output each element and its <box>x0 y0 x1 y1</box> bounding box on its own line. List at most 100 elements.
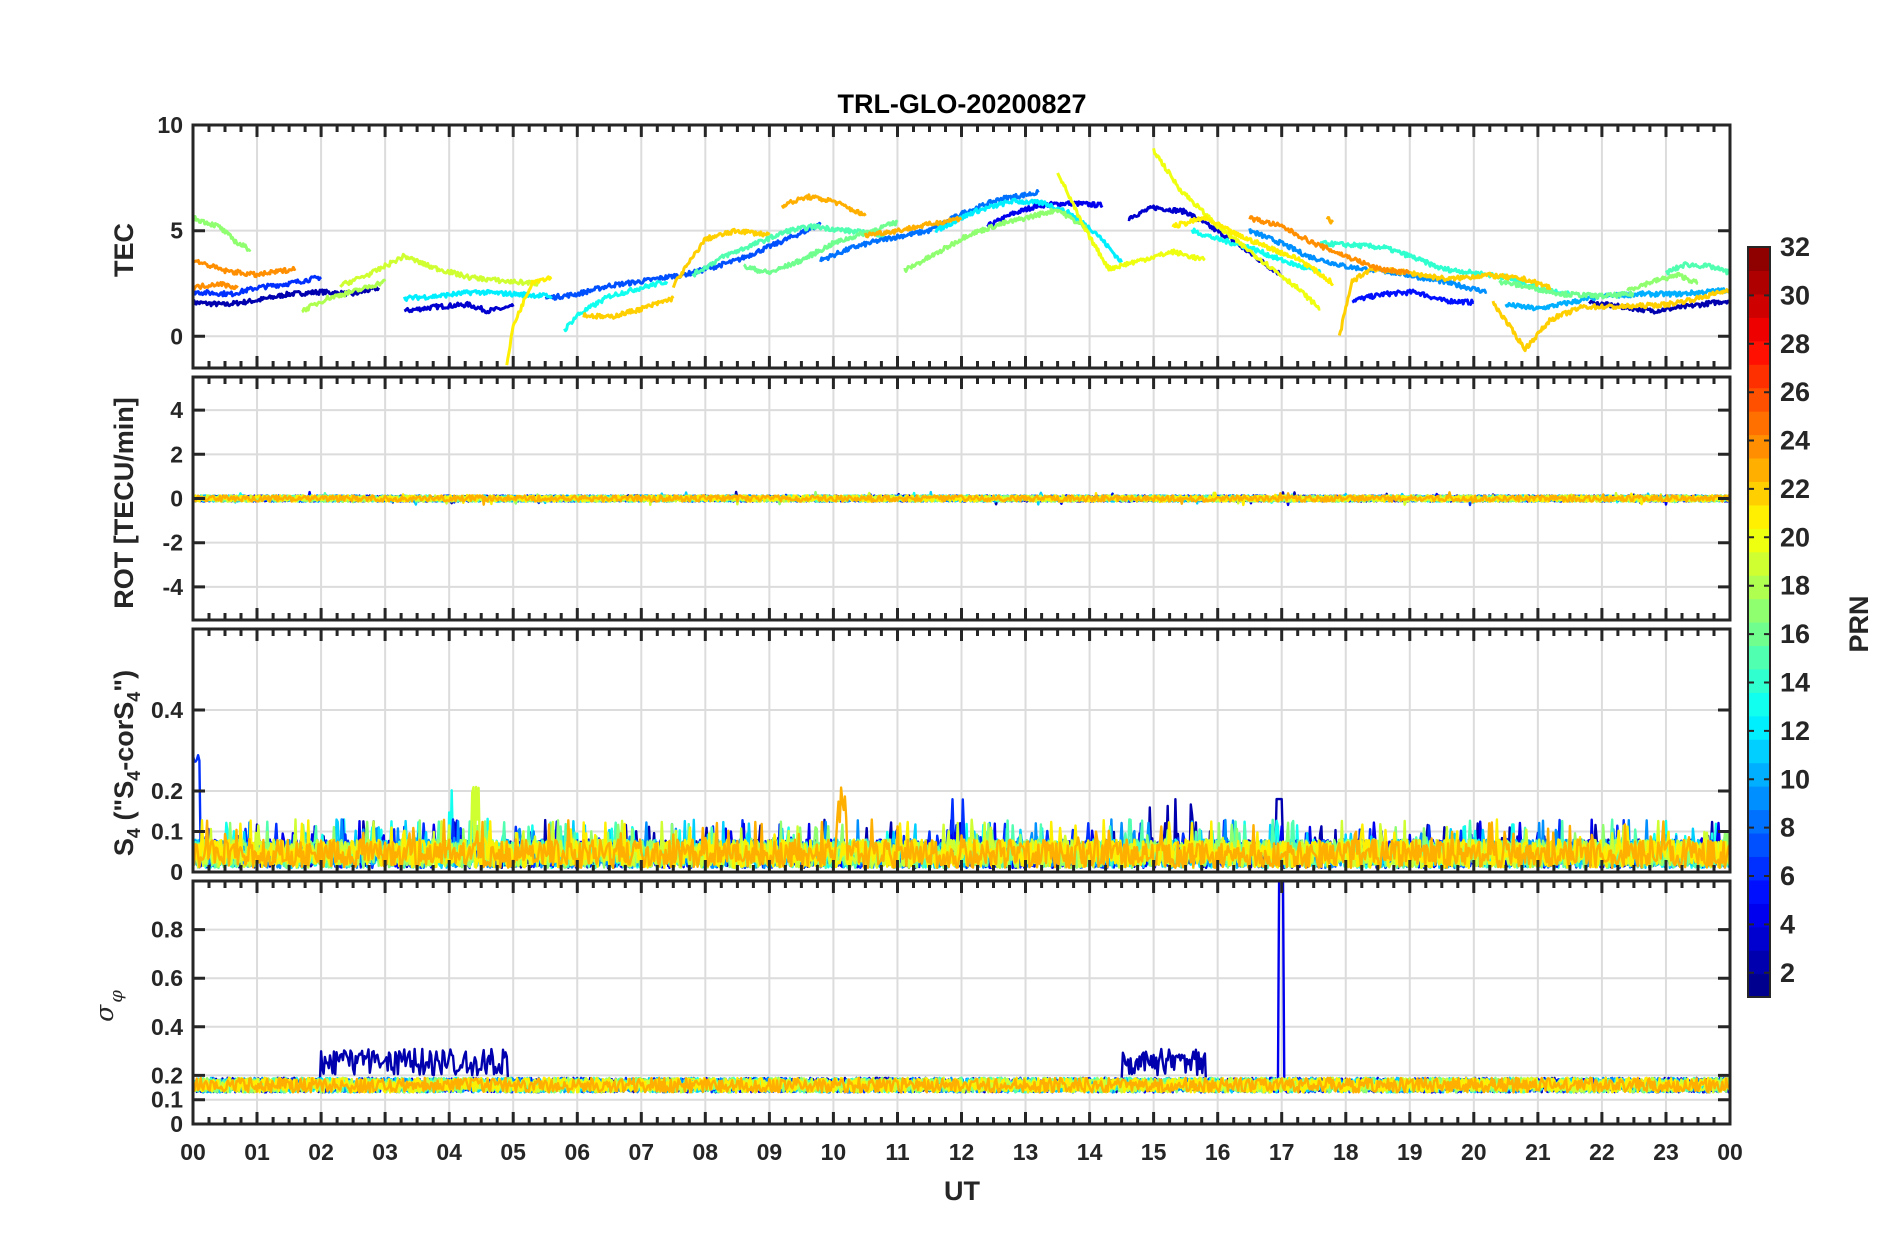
tec-series-prn-24 <box>1248 215 1411 276</box>
tec-y-label: TEC <box>109 223 139 277</box>
tec-series-prn-13 <box>563 280 669 333</box>
x-tick-label: 05 <box>500 1139 526 1165</box>
colorbar-step <box>1748 645 1770 670</box>
rot-y-tick-label: 2 <box>170 441 183 467</box>
x-tick-label: 23 <box>1653 1139 1679 1165</box>
rot-y-ticks <box>193 408 1730 589</box>
tec-series-prn-3 <box>403 301 515 315</box>
x-tick-label: 10 <box>821 1139 847 1165</box>
x-tick-label: 09 <box>757 1139 783 1165</box>
tec-series-prn-23 <box>780 193 867 217</box>
sigma-phi-y-tick-label: 0 <box>170 1111 183 1137</box>
tec-series-prn-23 <box>863 215 963 239</box>
colorbar-tick-label: 32 <box>1780 232 1810 262</box>
colorbar-step <box>1748 364 1770 389</box>
colorbar-step <box>1748 411 1770 436</box>
x-tick-label: 18 <box>1333 1139 1359 1165</box>
colorbar-step <box>1748 457 1770 482</box>
colorbar-tick-label: 22 <box>1780 474 1810 504</box>
tec-series-prn-16 <box>1498 279 1635 300</box>
x-tick-label: 11 <box>885 1139 910 1165</box>
x-tick-label: 20 <box>1461 1139 1487 1165</box>
x-tick-label: 00 <box>1717 1139 1743 1165</box>
sigma-phi-series-prn-23 <box>191 1076 1731 1094</box>
tec-series-prn-5 <box>1351 288 1475 306</box>
tec-series-prn-18 <box>301 278 387 314</box>
panel-tec: TEC 0 5 10 <box>109 112 1732 370</box>
s4-x-ticks <box>191 629 1732 872</box>
x-tick-label: 01 <box>244 1139 270 1165</box>
colorbar-tick-label: 12 <box>1780 716 1810 746</box>
rot-y-tick-label: -4 <box>163 574 184 600</box>
x-tick-label: 19 <box>1397 1139 1423 1165</box>
rot-x-ticks <box>191 377 1732 620</box>
colorbar-step <box>1748 739 1770 764</box>
colorbar-step <box>1748 598 1770 623</box>
x-axis-tick-labels: 00 01 02 03 04 05 06 07 08 09 10 11 12 13 14 15 16 17 18 19… <box>180 1139 1743 1165</box>
tec-y-tick-label: 5 <box>170 218 183 244</box>
colorbar-frame <box>1747 246 1771 998</box>
tec-series-prn-6 <box>193 274 323 298</box>
tec-series-prn-24 <box>193 280 239 292</box>
x-tick-label: 00 <box>180 1139 206 1165</box>
sigma-phi-y-label: σφ <box>90 990 127 1022</box>
colorbar-label: PRN <box>1844 595 1874 652</box>
x-tick-label: 12 <box>949 1139 975 1165</box>
colorbar-step <box>1748 856 1770 881</box>
colorbar-step <box>1748 786 1770 811</box>
colorbar-step <box>1748 973 1770 998</box>
panel-s4: S4 ("S4-corS4") 0 0.1 0.2 0.4 <box>109 627 1732 885</box>
colorbar-step <box>1748 622 1770 647</box>
sigma-phi-y-tick-label: 0.8 <box>151 917 183 943</box>
x-tick-label: 16 <box>1205 1139 1231 1165</box>
tec-series-prn-22 <box>1491 288 1730 353</box>
colorbar-step <box>1748 504 1770 529</box>
colorbar-tick-label: 14 <box>1780 668 1810 698</box>
tec-series-prn-21 <box>1171 214 1335 287</box>
colorbar-step <box>1748 903 1770 928</box>
tec-series-prn-15 <box>1664 261 1730 276</box>
colorbar-step <box>1748 879 1770 904</box>
tec-y-ticks <box>193 123 1730 338</box>
x-tick-label: 07 <box>629 1139 655 1165</box>
tec-series-prn-15 <box>691 223 886 278</box>
s4-y-tick-label: 0.1 <box>151 819 183 845</box>
rot-series-prn-23 <box>192 491 1731 506</box>
rot-y-label: ROT [TECU/min] <box>109 397 139 608</box>
tec-series-prn-19 <box>339 252 541 288</box>
s4-y-ticks <box>193 708 1730 874</box>
colorbar-tick-label: 6 <box>1780 861 1795 891</box>
x-tick-label: 14 <box>1077 1139 1103 1165</box>
tec-series <box>193 148 1730 366</box>
colorbar-ticks <box>1748 246 1770 974</box>
sigma-phi-y-ticks <box>193 928 1730 1126</box>
x-tick-label: 03 <box>372 1139 398 1165</box>
panel-sigma-phi: σφ 00.10.2 0.4 0.6 0.8 <box>90 879 1732 1137</box>
s4-y-label: S4 ("S4-corS4") <box>109 670 144 856</box>
colorbar-step <box>1748 270 1770 295</box>
colorbar-step <box>1748 293 1770 318</box>
tec-series-prn-23 <box>1325 216 1335 225</box>
s4-y-tick-label: 0.4 <box>151 697 183 723</box>
x-axis-label: UT <box>944 1176 980 1206</box>
tec-series-prn-24 <box>193 259 297 279</box>
tec-series-prn-22 <box>671 227 771 289</box>
tec-series-prn-21 <box>505 275 553 366</box>
x-tick-label: 17 <box>1269 1139 1295 1165</box>
tec-y-tick-label: 10 <box>157 112 183 138</box>
x-tick-label: 21 <box>1525 1139 1551 1165</box>
colorbar-step <box>1748 575 1770 600</box>
tec-series-prn-20 <box>1056 172 1206 272</box>
colorbar-step <box>1748 247 1770 272</box>
x-tick-label: 08 <box>693 1139 719 1165</box>
colorbar-tick-label: 28 <box>1780 329 1810 359</box>
chart-title: TRL-GLO-20200827 <box>837 89 1086 119</box>
x-tick-label: 04 <box>436 1139 462 1165</box>
tec-series-prn-17 <box>1626 271 1699 292</box>
tec-series-prn-12 <box>934 197 1123 263</box>
colorbar-step <box>1748 950 1770 975</box>
colorbar-tick-label: 26 <box>1780 377 1810 407</box>
colorbar-tick-label: 4 <box>1780 909 1795 939</box>
